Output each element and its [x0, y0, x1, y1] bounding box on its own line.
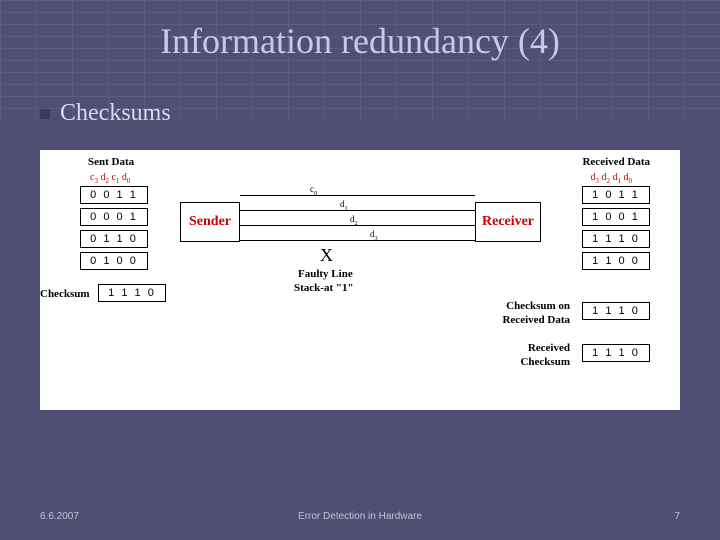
sent-row: 0 1 1 0: [80, 230, 148, 248]
wire: [240, 195, 475, 196]
checksum-diagram: Sent Data c3 d2 c1 d0 Received Data d3 d…: [40, 150, 680, 410]
received-checksum-label-1: Received: [528, 342, 570, 354]
received-checksum-label-2: Checksum: [520, 356, 570, 368]
wire: [240, 210, 475, 211]
recv-row: 1 1 0 0: [582, 252, 650, 270]
footer-title: Error Detection in Hardware: [0, 511, 720, 522]
wire-label: d3: [370, 229, 378, 242]
sent-row: 0 1 0 0: [80, 252, 148, 270]
bullet-marker-icon: [40, 109, 50, 119]
received-data-header: Received Data: [582, 156, 650, 168]
recv-row: 1 0 1 1: [582, 186, 650, 204]
recv-bits-label: d3 d2 d1 d0: [591, 172, 633, 185]
sent-data-header: Sent Data: [88, 156, 134, 168]
wire-label: c0: [310, 184, 317, 197]
fault-label-1: Faulty Line: [298, 268, 353, 280]
wire-label: d2: [350, 214, 358, 227]
fault-x-mark: X: [320, 245, 333, 266]
checksum-on-recv-label-2: Received Data: [502, 314, 570, 326]
checksum-label-left: Checksum: [40, 288, 90, 300]
bullet-item: Checksums: [40, 100, 171, 127]
checksum-on-recv-label-1: Checksum on: [506, 300, 570, 312]
receiver-box: Receiver: [475, 202, 541, 242]
bullet-text: Checksums: [60, 100, 171, 127]
sent-row: 0 0 0 1: [80, 208, 148, 226]
fault-label-2: Stack-at "1": [294, 282, 354, 294]
sent-row: 0 0 1 1: [80, 186, 148, 204]
footer-page-number: 7: [674, 511, 680, 522]
recv-row: 1 0 0 1: [582, 208, 650, 226]
received-checksum-cell: 1 1 1 0: [582, 344, 650, 362]
recv-row: 1 1 1 0: [582, 230, 650, 248]
sent-bits-label: c3 d2 c1 d0: [90, 172, 130, 185]
checksum-on-recv-cell: 1 1 1 0: [582, 302, 650, 320]
sender-box: Sender: [180, 202, 240, 242]
wire-label: d1: [340, 199, 348, 212]
slide-title: Information redundancy (4): [0, 20, 720, 62]
sent-checksum-cell: 1 1 1 0: [98, 284, 166, 302]
wire: [240, 240, 475, 241]
